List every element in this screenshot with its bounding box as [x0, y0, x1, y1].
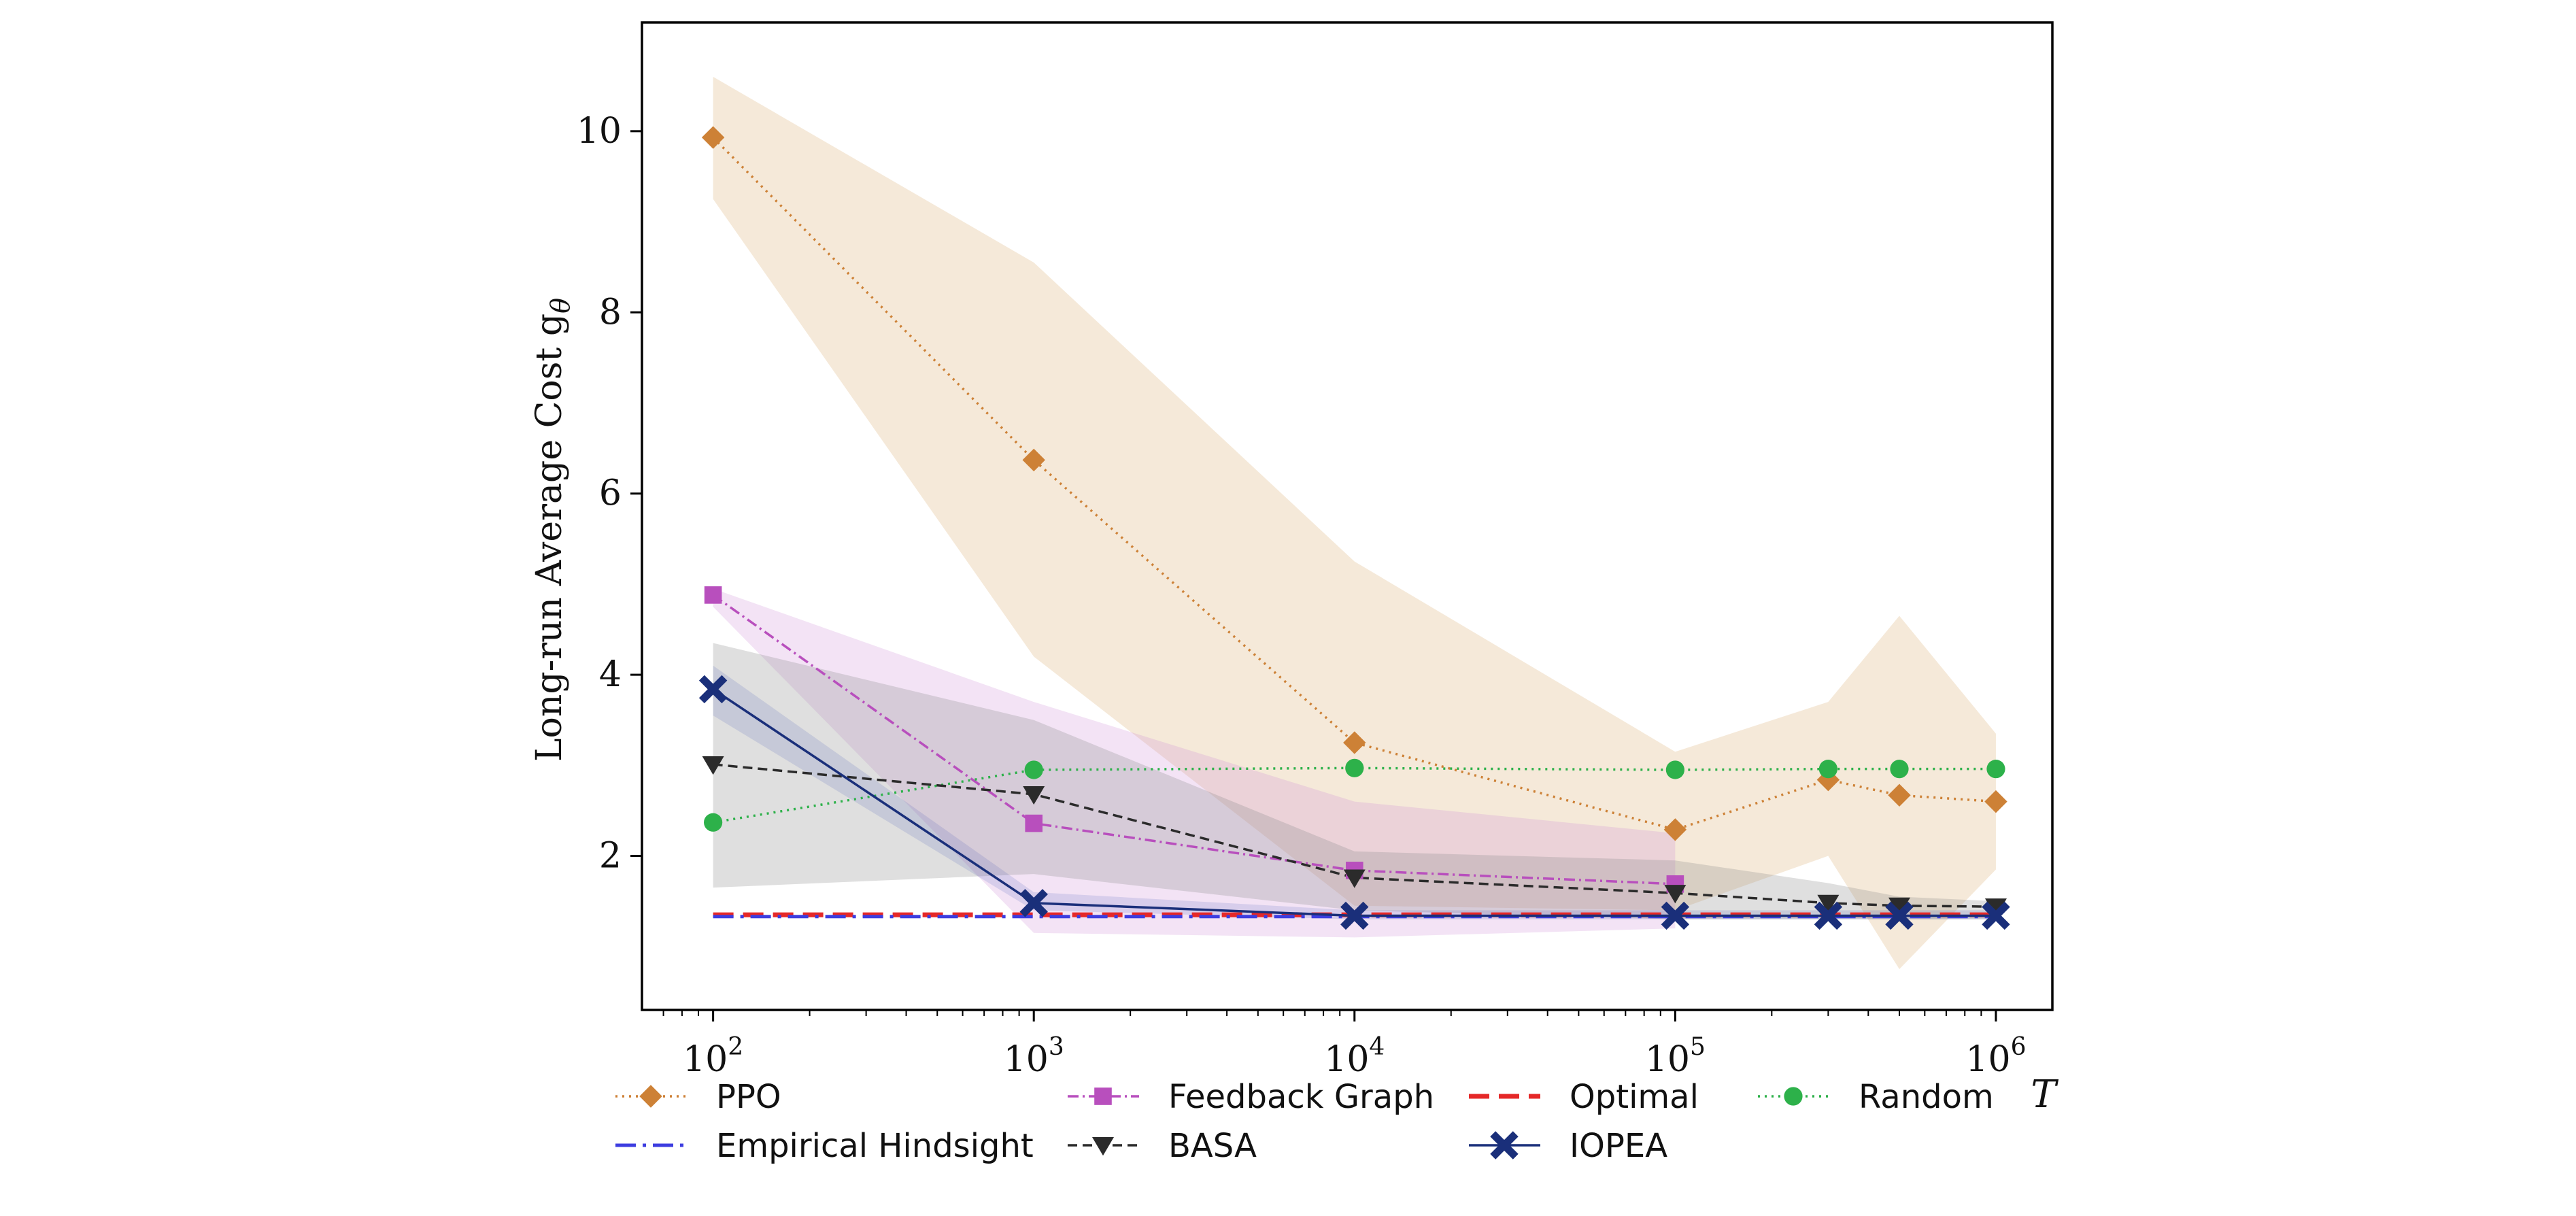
- legend-item-ppo: PPO: [615, 1078, 781, 1116]
- point-iopea-3: [1661, 901, 1690, 930]
- point-ppo-6: [1984, 790, 2007, 813]
- point-ppo-1: [1022, 448, 1045, 472]
- point-random-0: [704, 813, 723, 832]
- y-tick-label: 10: [577, 111, 622, 152]
- legend-label-ppo: PPO: [716, 1078, 781, 1116]
- x-tick-label: 104: [1324, 1033, 1385, 1080]
- y-axis-label: Long-run Average Cost gθ: [529, 298, 575, 762]
- axis-ticks: [630, 130, 1997, 1021]
- point-ppo-2: [1343, 731, 1366, 754]
- point-ppo-3: [1663, 818, 1687, 841]
- series-markers: [698, 126, 2010, 930]
- point-random-4: [1818, 760, 1837, 779]
- point-basa-1: [1023, 786, 1045, 805]
- point-feedback-graph-0: [704, 586, 722, 604]
- point-random-5: [1890, 760, 1909, 779]
- x-tick-label: 105: [1645, 1033, 1706, 1080]
- y-tick-label: 2: [599, 836, 622, 877]
- point-iopea-4: [1814, 901, 1843, 930]
- legend-item-empirical-hindsight: Empirical Hindsight: [615, 1127, 1034, 1165]
- legend-marker-ppo: [639, 1085, 662, 1108]
- legend: PPO Feedback Graph Optimal Random Empirical …: [615, 1078, 1994, 1165]
- point-iopea-6: [1982, 901, 2010, 930]
- legend-label-basa: BASA: [1168, 1127, 1257, 1165]
- point-feedback-graph-1: [1025, 814, 1043, 832]
- x-tick-label: 103: [1004, 1033, 1064, 1080]
- point-ppo-5: [1888, 783, 1911, 807]
- point-random-6: [1986, 760, 2005, 779]
- point-iopea-1: [1019, 889, 1048, 917]
- x-tick-label: 102: [683, 1033, 743, 1080]
- point-iopea-2: [1340, 901, 1369, 930]
- point-iopea-5: [1885, 901, 1914, 930]
- legend-item-feedback-graph: Feedback Graph: [1068, 1078, 1434, 1116]
- line-feedback-graph: [712, 594, 1676, 885]
- y-tick-label: 6: [599, 473, 622, 514]
- point-iopea-0: [698, 675, 728, 704]
- x-axis-label: T: [2031, 1073, 2058, 1117]
- legend-label-iopea: IOPEA: [1570, 1127, 1667, 1165]
- axis-labels: 102 103 104 105 106 2 4 6 8 10 Long-run Average Co…: [529, 111, 2058, 1117]
- point-basa-3: [1664, 885, 1687, 904]
- point-basa-6: [1984, 898, 2007, 917]
- point-random-3: [1665, 760, 1684, 779]
- legend-marker-iopea: [1490, 1131, 1519, 1160]
- legend-label-empirical-hindsight: Empirical Hindsight: [716, 1127, 1034, 1165]
- y-tick-label: 4: [599, 654, 622, 695]
- band-basa: [713, 643, 1996, 919]
- point-basa-0: [702, 756, 724, 775]
- plot-area-frame: [641, 21, 2054, 1011]
- point-basa-5: [1888, 897, 1910, 917]
- legend-item-basa: BASA: [1068, 1127, 1257, 1165]
- legend-item-iopea: IOPEA: [1469, 1127, 1667, 1165]
- legend-item-optimal: Optimal: [1469, 1078, 1699, 1116]
- x-tick-label: 106: [1965, 1033, 2026, 1080]
- y-tick-label: 8: [599, 292, 622, 333]
- legend-marker-random: [1784, 1087, 1803, 1106]
- legend-item-random: Random: [1758, 1078, 1994, 1116]
- legend-label-random: Random: [1859, 1078, 1994, 1116]
- legend-marker-feedback-graph: [1094, 1087, 1112, 1105]
- point-random-2: [1345, 758, 1364, 777]
- point-ppo-0: [701, 126, 725, 149]
- point-basa-2: [1343, 869, 1366, 888]
- legend-marker-basa: [1092, 1137, 1114, 1156]
- band-ppo: [713, 76, 1996, 970]
- point-basa-4: [1817, 894, 1840, 914]
- legend-label-feedback-graph: Feedback Graph: [1168, 1078, 1434, 1116]
- point-random-1: [1024, 760, 1043, 779]
- legend-label-optimal: Optimal: [1570, 1078, 1699, 1116]
